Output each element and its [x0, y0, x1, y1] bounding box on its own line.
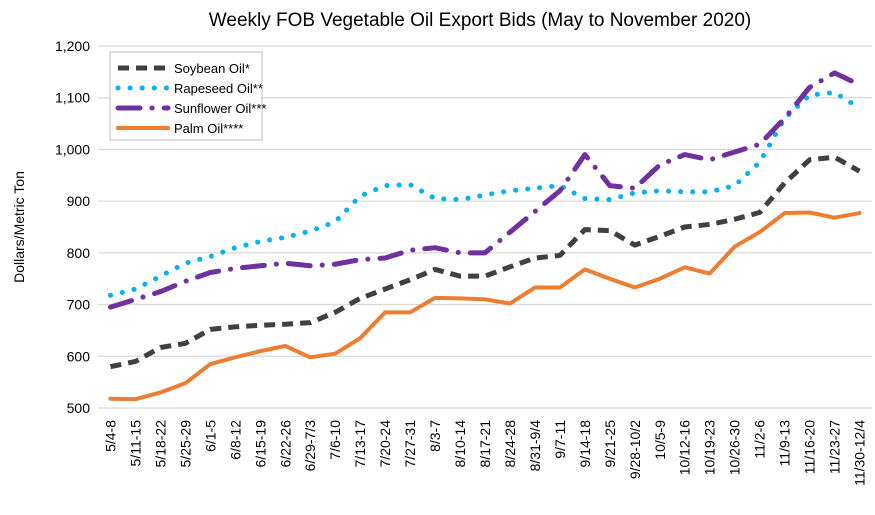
legend-label: Sunflower Oil***: [174, 101, 267, 116]
series-line: [108, 210, 862, 402]
x-tick-label: 10/19-23: [702, 420, 718, 475]
series-line: [107, 90, 863, 298]
y-tick-label: 500: [67, 400, 91, 416]
y-tick-label: 800: [67, 245, 91, 261]
x-tick-label: 10/12-16: [677, 420, 693, 475]
series-line: [107, 70, 863, 310]
y-axis-label: Dollars/Metric Ton: [11, 171, 27, 283]
y-tick-label: 600: [67, 348, 91, 364]
y-tick-label: 1,000: [55, 141, 90, 157]
legend-label: Soybean Oil*: [174, 61, 250, 76]
x-tick-label: 5/4-8: [102, 420, 118, 452]
x-tick-label: 7/6-10: [327, 420, 343, 460]
x-tick-label: 6/22-26: [277, 420, 293, 468]
x-tick-label: 8/24-28: [502, 420, 518, 468]
x-tick-label: 6/15-19: [252, 420, 268, 468]
x-tick-label: 8/17-21: [477, 420, 493, 468]
y-tick-label: 900: [67, 193, 91, 209]
x-tick-label: 7/20-24: [377, 420, 393, 468]
x-tick-label: 7/27-31: [402, 420, 418, 468]
x-tick-label: 10/26-30: [727, 420, 743, 475]
x-tick-label: 5/11-15: [127, 420, 143, 467]
x-tick-label: 6/1-5: [202, 420, 218, 452]
y-tick-label: 1,100: [55, 90, 90, 106]
x-tick-label: 11/23-27: [827, 420, 843, 474]
x-tick-label: 9/14-18: [577, 420, 593, 468]
x-tick-label: 5/18-22: [152, 420, 168, 468]
legend-label: Palm Oil****: [174, 121, 243, 136]
x-tick-label: 10/5-9: [652, 420, 668, 460]
x-tick-label: 9/28-10/2: [627, 420, 643, 479]
x-tick-label: 9/7-11: [552, 420, 568, 459]
legend: Soybean Oil* Rapeseed Oil** Sunflower Oil*…: [109, 51, 267, 141]
x-tick-label: 6/8-12: [227, 420, 243, 460]
x-tick-label: 7/13-17: [352, 420, 368, 468]
y-tick-label: 700: [67, 297, 91, 313]
x-tick-label: 11/9-13: [777, 420, 793, 467]
x-tick-label: 9/21-25: [602, 420, 618, 468]
x-tick-label: 6/29-7/3: [302, 420, 318, 472]
x-tick-label: 11/30-12/4: [852, 420, 868, 486]
x-tick-label: 8/3-7: [427, 420, 443, 452]
x-tick-label: 8/10-14: [452, 420, 468, 468]
legend-label: Rapeseed Oil**: [174, 81, 263, 96]
series-line: [109, 154, 861, 370]
chart-title: Weekly FOB Vegetable Oil Export Bids (Ma…: [209, 10, 751, 31]
y-tick-label: 1,200: [55, 38, 90, 54]
x-tick-label: 8/31-9/4: [527, 420, 543, 472]
x-tick-label: 11/2-6: [752, 420, 768, 459]
x-tick-label: 5/25-29: [177, 420, 193, 468]
x-tick-label: 11/16-20: [802, 420, 818, 474]
